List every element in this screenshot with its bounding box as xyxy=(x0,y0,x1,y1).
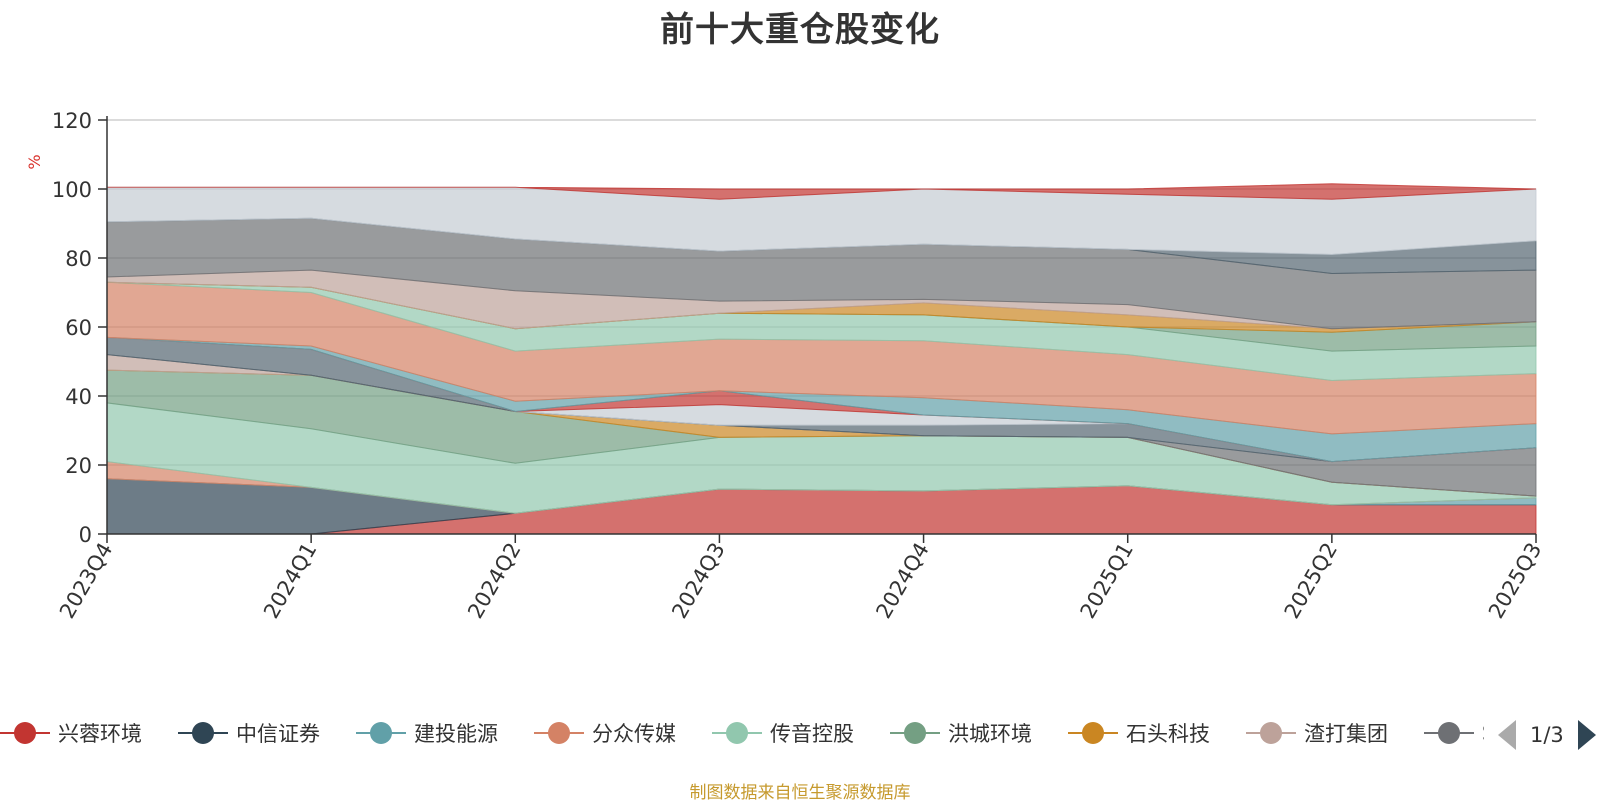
y-tick-label: 120 xyxy=(52,109,92,133)
x-tick-label: 2025Q3 xyxy=(1484,539,1546,623)
legend-marker-icon xyxy=(534,714,584,752)
x-tick-label: 2024Q4 xyxy=(871,539,933,623)
x-tick-label: 2024Q1 xyxy=(259,539,321,623)
legend-marker-icon xyxy=(890,714,940,752)
legend-marker-icon xyxy=(0,714,50,752)
legend-item[interactable]: 石头科技 xyxy=(1068,714,1210,752)
y-tick-label: 80 xyxy=(65,247,92,271)
area-series-s22 xyxy=(107,183,1537,200)
chart-title: 前十大重仓股变化 xyxy=(660,10,940,50)
legend-label: 中信证券 xyxy=(236,722,320,746)
legend-label: 传音控股 xyxy=(770,722,854,746)
legend-item[interactable]: 洪城环境 xyxy=(890,714,1032,752)
legend-marker-icon xyxy=(1424,714,1474,752)
legend-marker-icon xyxy=(1068,714,1118,752)
legend-prev-page-icon[interactable] xyxy=(1498,720,1516,750)
x-tick-label: 2025Q1 xyxy=(1076,539,1138,623)
x-tick-label: 2024Q2 xyxy=(463,539,525,623)
legend-item[interactable]: S xyxy=(1424,714,1484,752)
x-tick-label: 2024Q3 xyxy=(667,539,729,623)
legend-item[interactable]: 分众传媒 xyxy=(534,714,676,752)
legend-marker-icon xyxy=(1246,714,1296,752)
legend-page-indicator: 1/3 xyxy=(1530,723,1564,747)
stacked-area-chart: % 0 20 40 60 80 100 120 2023Q4 2024Q1 2024Q2 2024Q… xyxy=(25,109,1546,623)
data-source-note: 制图数据来自恒生聚源数据库 xyxy=(689,783,911,803)
x-tick-label: 2023Q4 xyxy=(55,539,117,623)
legend-item[interactable]: 建投能源 xyxy=(356,714,498,752)
legend-label: 兴蓉环境 xyxy=(58,722,142,746)
legend-item[interactable]: 渣打集团 xyxy=(1246,714,1388,752)
y-axis-unit-label: % xyxy=(25,154,44,169)
y-tick-label: 60 xyxy=(65,316,92,340)
legend-label: 渣打集团 xyxy=(1304,722,1388,746)
legend-label: 分众传媒 xyxy=(592,722,676,746)
legend-pager: 1/3 xyxy=(1498,718,1596,752)
legend-next-page-icon[interactable] xyxy=(1577,720,1596,750)
legend-marker-icon xyxy=(178,714,228,752)
x-tick-label: 2025Q2 xyxy=(1280,539,1342,623)
y-tick-label: 100 xyxy=(52,178,92,202)
legend-label: 建投能源 xyxy=(414,722,498,746)
legend: 兴蓉环境 中信证券 建投能源 分众传媒 传音控股 洪城环境 石头科技 渣打集团 S xyxy=(0,714,1484,752)
y-tick-label: 40 xyxy=(65,385,92,409)
legend-label: S xyxy=(1482,721,1484,745)
area-series xyxy=(106,183,1537,535)
y-tick-label: 20 xyxy=(65,454,92,478)
legend-item[interactable]: 兴蓉环境 xyxy=(0,714,142,752)
legend-label: 石头科技 xyxy=(1126,722,1210,746)
legend-item[interactable]: 中信证券 xyxy=(178,714,320,752)
legend-marker-icon xyxy=(356,714,406,752)
legend-marker-icon xyxy=(712,714,762,752)
legend-item[interactable]: 传音控股 xyxy=(712,714,854,752)
legend-label: 洪城环境 xyxy=(948,722,1032,746)
y-tick-label: 0 xyxy=(79,523,92,547)
